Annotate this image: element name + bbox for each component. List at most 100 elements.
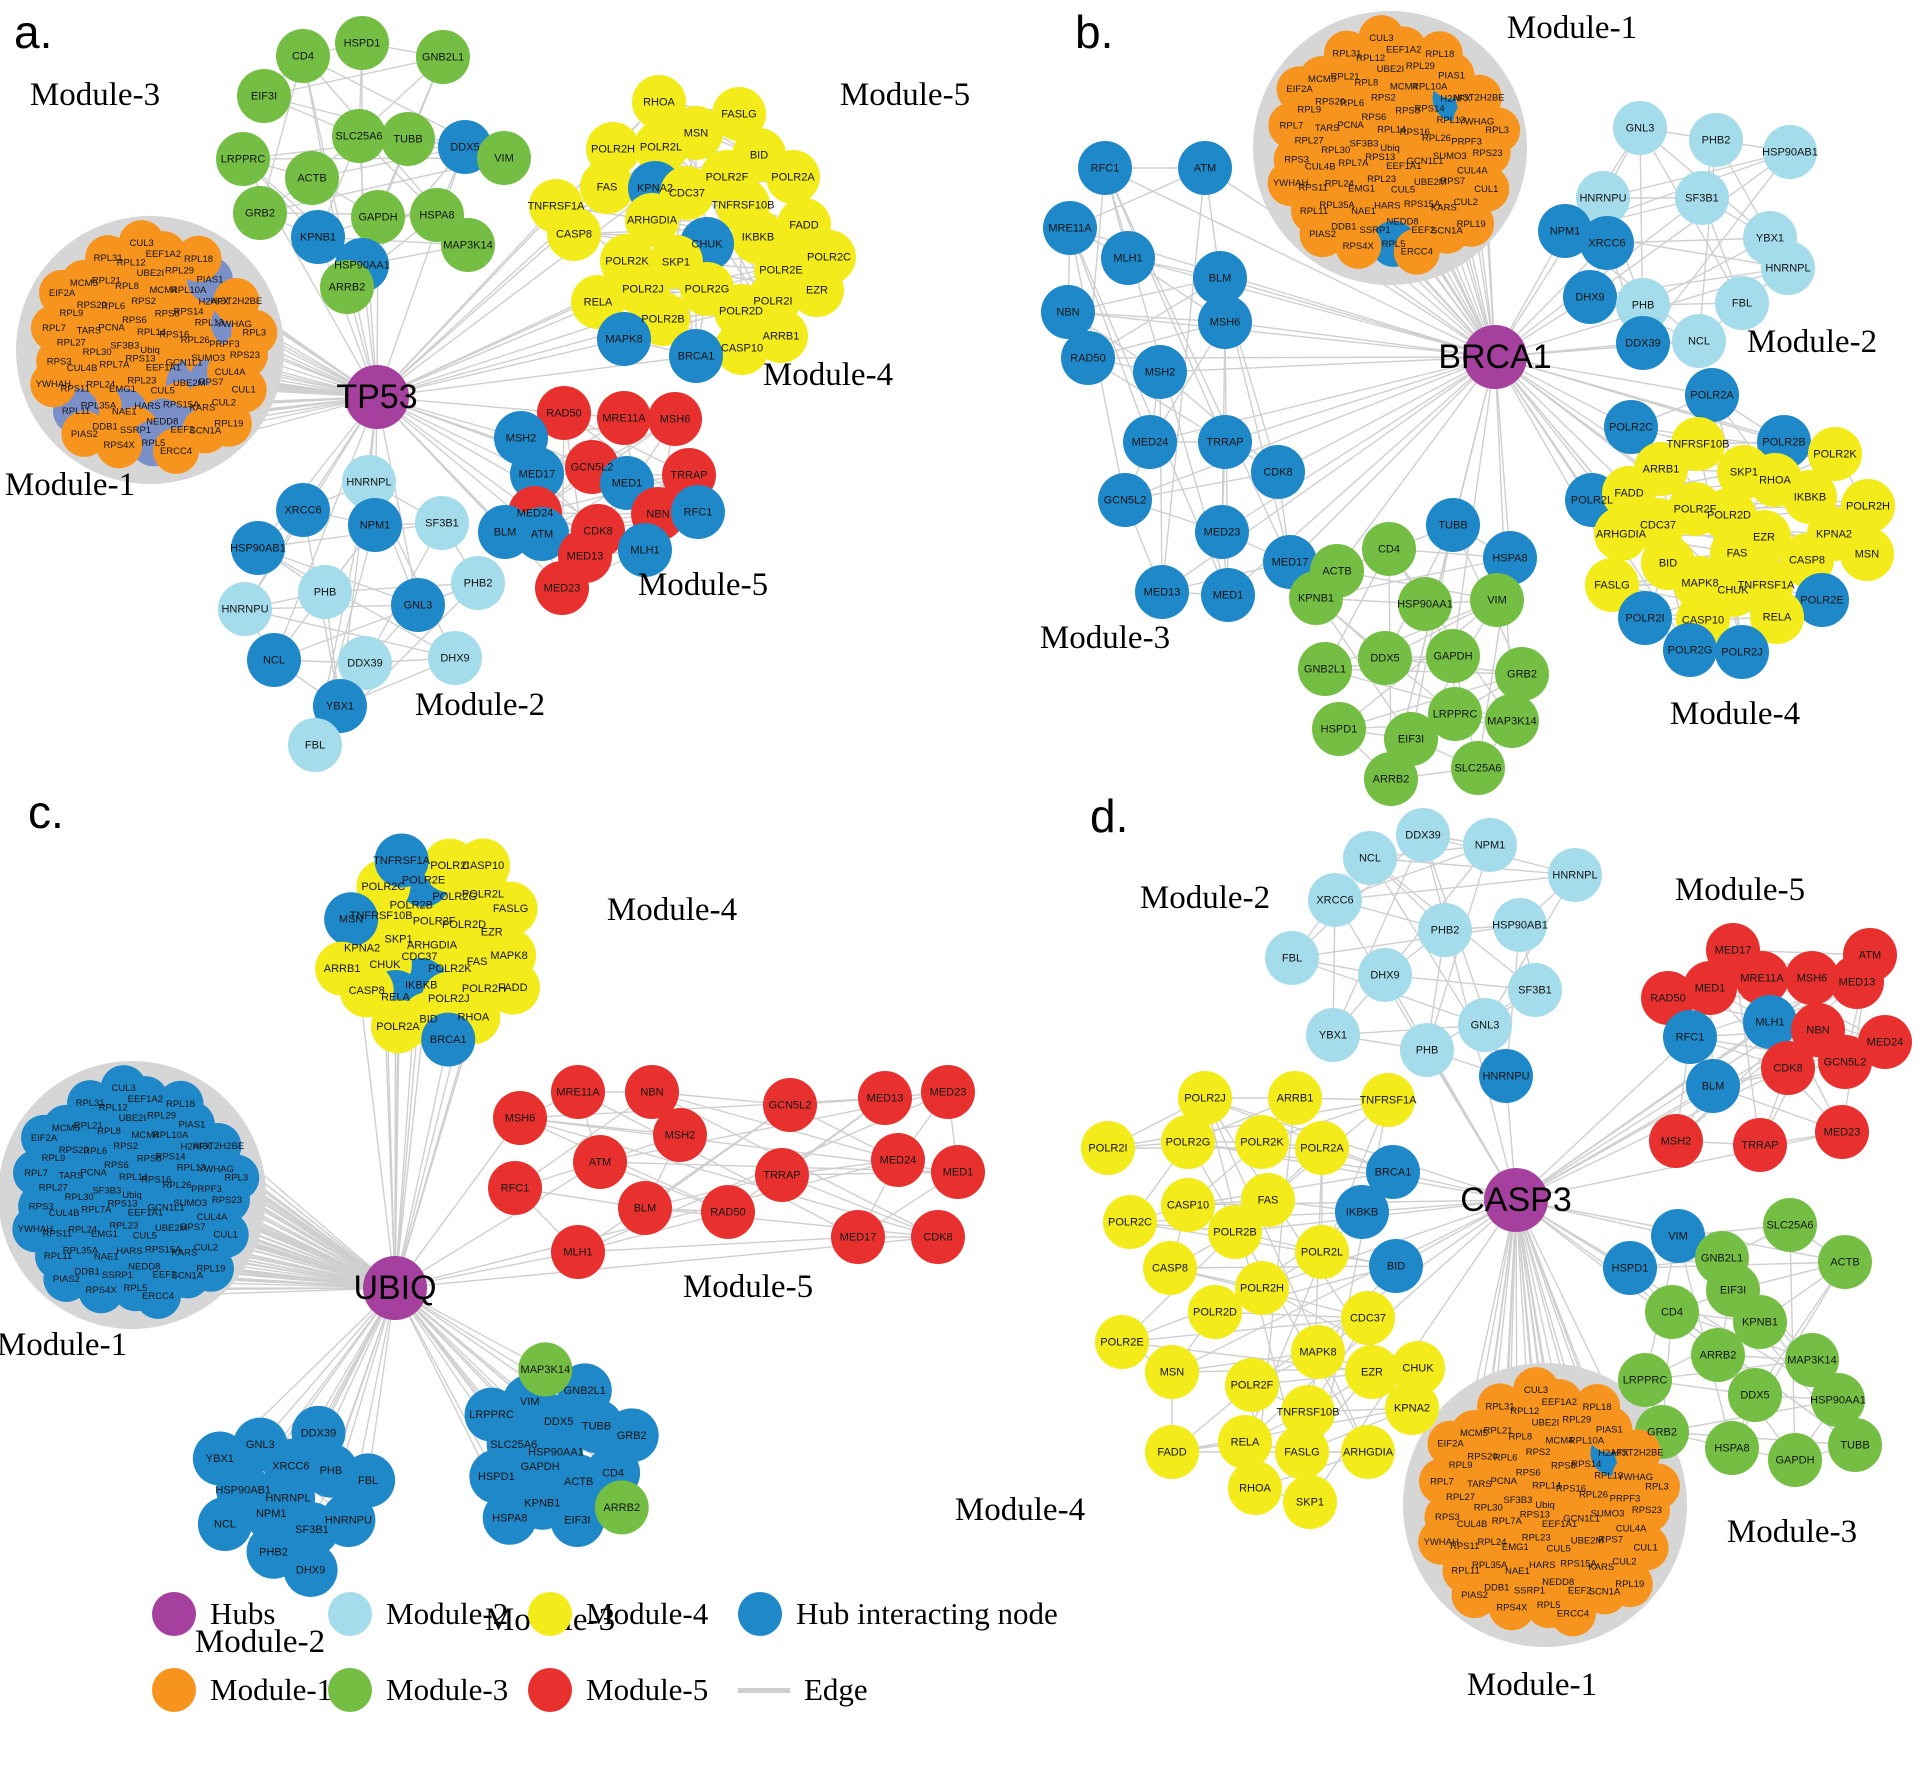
node-label-RPS7: RPS7 bbox=[1598, 1534, 1623, 1545]
node-label-RHOA: RHOA bbox=[1239, 1483, 1271, 1495]
node-NCL bbox=[247, 633, 301, 687]
node-MAP3K14 bbox=[518, 1342, 573, 1397]
node-label-RPL30: RPL30 bbox=[1474, 1502, 1503, 1513]
node-label-RPL14: RPL14 bbox=[1532, 1481, 1561, 1492]
node-label-UBE2M: UBE2M bbox=[1571, 1535, 1604, 1546]
node-label-CDC37: CDC37 bbox=[1640, 520, 1676, 532]
node-BLM bbox=[618, 1181, 672, 1235]
node-CASP10 bbox=[456, 838, 511, 893]
node-POLR2K bbox=[1808, 427, 1862, 481]
node-PIAS2 bbox=[1451, 1572, 1498, 1619]
node-label-HARS: HARS bbox=[116, 1246, 142, 1257]
node-RPL7 bbox=[1418, 1458, 1465, 1505]
node-NBN bbox=[625, 1065, 679, 1119]
node-MLH1 bbox=[551, 1225, 605, 1279]
node-label-CUL3: CUL3 bbox=[1524, 1385, 1548, 1396]
node-NPM1 bbox=[1538, 204, 1592, 258]
node-label-RPS2: RPS2 bbox=[113, 1141, 138, 1152]
node-CASP10 bbox=[715, 321, 769, 375]
module-label-d-module-2: Module-2 bbox=[1140, 880, 1270, 916]
node-XRCC6 bbox=[1580, 216, 1634, 270]
node-label-RPL14: RPL14 bbox=[1377, 124, 1406, 135]
node-TRRAP bbox=[755, 1148, 809, 1202]
node-label-RPL24: RPL24 bbox=[1477, 1537, 1506, 1548]
hub-edge bbox=[376, 338, 625, 398]
node-HSPD1 bbox=[469, 1449, 524, 1504]
node-label-EEF1A1: EEF1A1 bbox=[1542, 1519, 1577, 1530]
node-label-ACTB: ACTB bbox=[1830, 1257, 1859, 1269]
node-label-RPS3: RPS3 bbox=[1284, 155, 1309, 166]
node-label-RPS23: RPS23 bbox=[230, 350, 260, 361]
node-label-POLR2H: POLR2H bbox=[462, 983, 506, 995]
node-label-GNL3: GNL3 bbox=[404, 600, 433, 612]
node-MSH6 bbox=[1198, 295, 1252, 349]
node-ACTB bbox=[285, 151, 339, 205]
node-label-PIAS2: PIAS2 bbox=[1309, 229, 1336, 240]
node-label-CUL4A: CUL4A bbox=[215, 367, 246, 378]
edge bbox=[244, 608, 456, 659]
node-label-RPS13: RPS13 bbox=[1520, 1509, 1550, 1520]
node-GNL3 bbox=[1458, 998, 1512, 1052]
node-label-IKBKB: IKBKB bbox=[1346, 1207, 1378, 1219]
node-label-EEF2: EEF2 bbox=[153, 1270, 177, 1281]
node-label-TRRAP: TRRAP bbox=[1741, 1140, 1778, 1152]
node-label-ARRB2: ARRB2 bbox=[603, 1502, 640, 1514]
node-label-ACTB: ACTB bbox=[297, 173, 326, 185]
node-label-RPL13: RPL13 bbox=[177, 1163, 206, 1174]
node-PHB2 bbox=[1689, 113, 1743, 167]
node-label-MLH1: MLH1 bbox=[630, 545, 659, 557]
node-BRCA1 bbox=[669, 329, 723, 383]
node-POLR2K bbox=[1235, 1115, 1289, 1169]
node-label-EEF1A2: EEF1A2 bbox=[146, 249, 181, 260]
node-label-UBE2I: UBE2I bbox=[137, 268, 164, 279]
node-label-BID: BID bbox=[419, 1013, 437, 1025]
node-label-RPS4X: RPS4X bbox=[1343, 241, 1375, 252]
node-label-RPL19: RPL19 bbox=[1615, 1579, 1644, 1590]
node-label-MLH1: MLH1 bbox=[1113, 253, 1142, 265]
node-label-SCN1A: SCN1A bbox=[190, 425, 222, 436]
node-label-KARS: KARS bbox=[189, 403, 215, 414]
hub-label-BRCA1: BRCA1 bbox=[1438, 338, 1551, 376]
node-label-FADD: FADD bbox=[1614, 488, 1643, 500]
node-label-POLR2I: POLR2I bbox=[753, 296, 792, 308]
node-ARRB2 bbox=[320, 260, 374, 314]
module-label-a-module-2: Module-2 bbox=[415, 687, 545, 723]
node-label-RPS4X: RPS4X bbox=[1496, 1602, 1528, 1613]
node-label-UBE2M: UBE2M bbox=[1414, 177, 1447, 188]
node-label-ERCC4: ERCC4 bbox=[160, 446, 192, 457]
node-label-MED17: MED17 bbox=[1715, 945, 1752, 957]
node-label-POLR2F: POLR2F bbox=[1231, 1380, 1274, 1392]
node-label-FADD: FADD bbox=[789, 220, 818, 232]
node-HNRNPL bbox=[1761, 241, 1815, 295]
node-HSP90AA1 bbox=[1398, 577, 1452, 631]
node-label-BRCA1: BRCA1 bbox=[430, 1034, 467, 1046]
node-label-RPS11: RPS11 bbox=[61, 383, 90, 394]
node-label-XRCC6: XRCC6 bbox=[284, 505, 321, 517]
panel-letter-c: c. bbox=[28, 786, 64, 838]
node-label-VIM: VIM bbox=[1487, 595, 1507, 607]
node-HSP90AB1 bbox=[1763, 125, 1817, 179]
node-NPM1 bbox=[348, 498, 402, 552]
node-label-DDX39: DDX39 bbox=[1405, 830, 1440, 842]
node-GNL3 bbox=[391, 578, 445, 632]
node-POLR2G bbox=[1161, 1115, 1215, 1169]
node-label-CDC37: CDC37 bbox=[401, 951, 437, 963]
node-label-MED23: MED23 bbox=[544, 583, 581, 595]
node-label-KPNA2: KPNA2 bbox=[344, 942, 380, 954]
node-label-RPS11: RPS11 bbox=[1450, 1541, 1479, 1552]
node-label-RPL18: RPL18 bbox=[1425, 49, 1454, 60]
edge bbox=[781, 1174, 939, 1238]
node-RPL18 bbox=[1416, 31, 1463, 78]
hub-edge bbox=[394, 1287, 497, 1477]
node-label-PIAS2: PIAS2 bbox=[71, 429, 98, 440]
node-SF3B1 bbox=[1675, 171, 1729, 225]
node-VIM bbox=[1470, 573, 1524, 627]
node-label-POLR2E: POLR2E bbox=[1800, 595, 1843, 607]
hub-edge bbox=[1390, 356, 1496, 780]
node-BLM bbox=[1193, 251, 1247, 305]
node-label-SUMO3: SUMO3 bbox=[191, 353, 225, 364]
node-label-TRRAP: TRRAP bbox=[763, 1170, 800, 1182]
node-label-KPNA2: KPNA2 bbox=[637, 183, 673, 195]
node-label-HIST2H2BE: HIST2H2BE bbox=[193, 1141, 245, 1152]
node-label-RFC1: RFC1 bbox=[1091, 163, 1120, 175]
